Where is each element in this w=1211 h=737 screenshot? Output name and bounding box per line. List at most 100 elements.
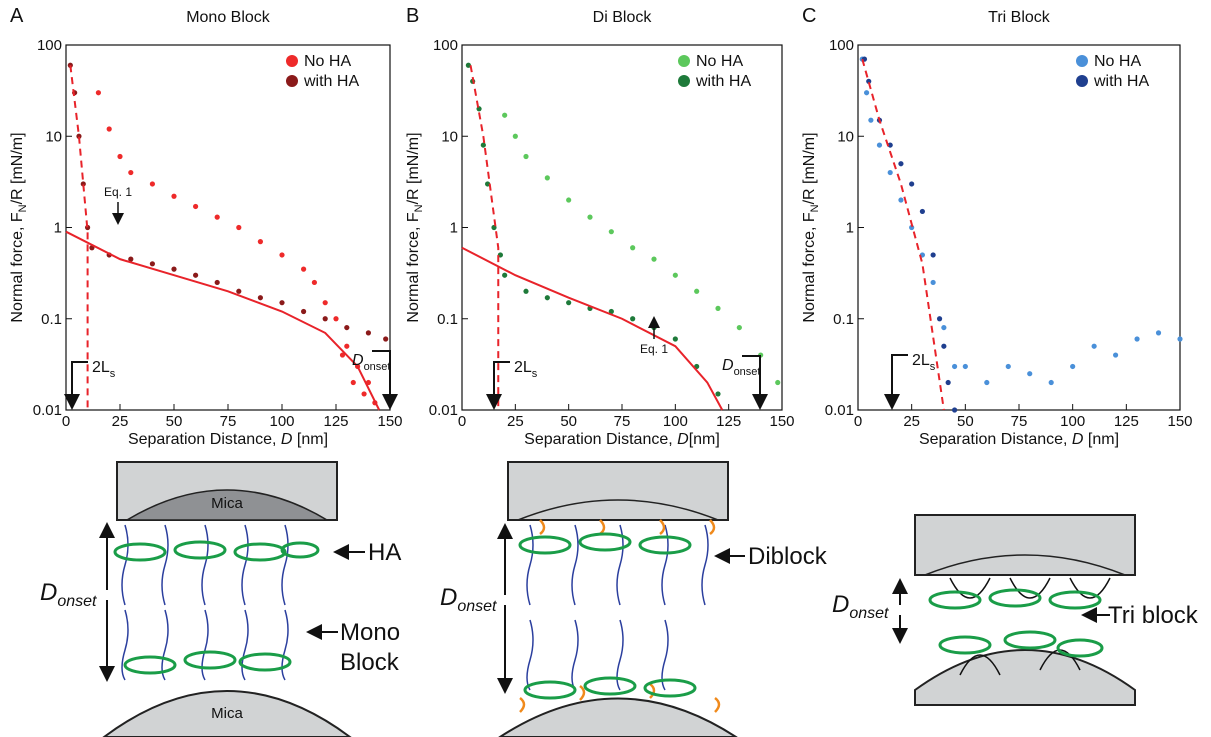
data-point	[480, 142, 486, 148]
mica-dome	[517, 499, 719, 521]
data-point	[909, 181, 915, 187]
annotation-text: D	[722, 357, 734, 374]
data-point	[502, 112, 508, 118]
x-tick-label: 25	[112, 413, 129, 430]
data-point	[279, 252, 285, 258]
data-point	[344, 343, 350, 349]
x-axis-title-part: D	[281, 431, 293, 448]
data-point	[887, 169, 893, 176]
mica-label: Mica	[211, 705, 243, 722]
y-tick-label: 1	[846, 220, 854, 237]
data-point	[465, 62, 471, 68]
y-tick-label: 0.01	[33, 402, 62, 419]
data-point	[333, 316, 339, 322]
x-axis-title-part: Separation Distance,	[128, 431, 281, 448]
y-tick-label: 10	[837, 128, 854, 145]
distance-text: D	[440, 584, 457, 611]
data-point	[1113, 352, 1119, 358]
y-tick-label: 10	[441, 128, 458, 145]
data-point	[868, 117, 874, 123]
data-point	[544, 175, 550, 181]
data-point	[952, 363, 958, 370]
data-point	[1027, 371, 1033, 377]
data-point	[149, 261, 155, 267]
mica-dome	[924, 554, 1126, 576]
data-point	[887, 142, 893, 148]
mica-dome	[124, 489, 330, 521]
data-point	[651, 256, 657, 262]
data-point	[523, 288, 529, 294]
annotation-text: 2L	[514, 359, 532, 376]
data-point	[76, 133, 82, 139]
data-point	[775, 379, 781, 386]
diagram-label: Block	[340, 649, 400, 676]
fit-line	[469, 65, 500, 410]
annotation-sub: s	[532, 368, 538, 380]
y-axis-title-part: /R [mN/m]	[801, 132, 818, 204]
data-point	[919, 208, 926, 215]
fit-line	[65, 230, 381, 411]
annotation-sub: s	[930, 361, 936, 373]
x-axis-title-part: D	[1072, 431, 1084, 448]
data-point	[608, 229, 614, 235]
data-point	[128, 256, 134, 262]
panel-letter: C	[802, 5, 816, 27]
data-point	[257, 295, 263, 301]
data-point	[736, 324, 742, 331]
legend-marker	[1076, 75, 1088, 87]
x-axis-title-part: Separation Distance,	[919, 431, 1072, 448]
diagram-label: HA	[368, 539, 401, 566]
x-tick-label: 125	[323, 413, 348, 430]
anchors	[519, 519, 721, 713]
distance-text: D	[832, 591, 849, 618]
legend-label: No HA	[696, 53, 743, 70]
data-point	[512, 133, 518, 139]
data-point	[214, 279, 220, 286]
x-tick-label: 125	[1114, 413, 1139, 430]
annotation-sub: onset	[734, 366, 761, 378]
y-tick-label: 100	[37, 37, 62, 54]
data-point	[171, 266, 177, 272]
y-axis-title: Normal force, FN/R [mN/m]	[801, 132, 821, 322]
data-point	[1155, 330, 1162, 336]
panel-letter: B	[406, 5, 419, 27]
y-tick-label: 100	[433, 37, 458, 54]
x-tick-label: 25	[507, 413, 524, 430]
ha-chains	[518, 532, 697, 700]
y-axis-title-part: Normal force, F	[405, 212, 422, 322]
data-point	[193, 272, 199, 278]
fit-line	[69, 65, 89, 410]
x-axis-title-part: [nm]	[1083, 431, 1119, 448]
annotation-text: Eq. 1	[104, 185, 132, 199]
data-point	[1134, 336, 1140, 342]
data-point	[361, 391, 367, 397]
distance-sub: onset	[57, 593, 97, 610]
data-point	[383, 336, 389, 342]
mica-top	[914, 514, 1136, 576]
data-point	[1070, 363, 1076, 370]
distance-label: Donset	[440, 584, 497, 615]
y-tick-label: 100	[829, 37, 854, 54]
annotation: 2Ls	[92, 359, 116, 380]
x-axis-title-part: D	[677, 431, 689, 448]
x-tick-label: 75	[614, 413, 631, 430]
mica-bottom	[498, 697, 738, 737]
data-point	[941, 343, 947, 349]
annotation: 2Ls	[514, 359, 538, 380]
legend-marker	[678, 75, 690, 87]
legend-marker	[1076, 55, 1088, 67]
data-point	[1177, 336, 1183, 342]
y-axis-title: Normal force, FN/R [mN/m]	[9, 132, 29, 322]
data-point	[301, 308, 307, 315]
distance-sub: onset	[849, 605, 889, 622]
x-tick-label: 0	[458, 413, 466, 430]
data-point	[898, 197, 904, 203]
y-tick-label: 0.01	[825, 402, 854, 419]
x-tick-label: 100	[269, 413, 294, 430]
annotation: Donset	[722, 357, 760, 378]
y-axis-title-part: /R [mN/m]	[405, 132, 422, 204]
plot-frame	[461, 44, 783, 411]
annotation-text: Eq. 1	[640, 342, 668, 356]
chart-title: Di Block	[593, 9, 653, 26]
